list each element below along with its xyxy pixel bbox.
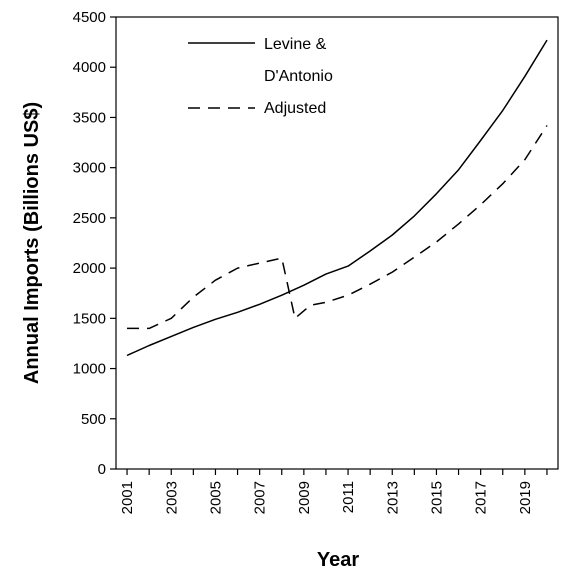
y-tick-label: 3500: [73, 109, 106, 126]
y-tick-label: 0: [98, 461, 106, 478]
plot-area: [115, 16, 559, 470]
series-line-adjusted: [127, 125, 548, 330]
x-tick-label: 2009: [296, 481, 313, 514]
legend-label-adjusted: Adjusted: [264, 100, 326, 117]
x-tick-label: 2015: [428, 481, 445, 514]
x-tick-label: 2005: [207, 481, 224, 514]
legend-label-levine-line2: D'Antonio: [264, 68, 333, 85]
x-tick-label: 2019: [517, 481, 534, 514]
legend: Levine & D'Antonio Adjusted: [188, 36, 333, 117]
x-tick-label: 2007: [252, 481, 269, 514]
x-axis-title: Year: [317, 549, 359, 571]
x-tick-label: 2013: [384, 481, 401, 514]
y-tick-label: 500: [81, 411, 106, 428]
x-tick-label: 2017: [473, 481, 490, 514]
y-tick-label: 4000: [73, 59, 106, 76]
y-tick-label: 1500: [73, 310, 106, 327]
x-axis-ticks: 2001 2003 2005 2007 2009 2011 2013 2015 2017 2019: [119, 469, 548, 514]
x-tick-label: 2011: [340, 481, 357, 513]
y-tick-label: 2000: [73, 260, 106, 277]
y-axis-title: Annual Imports (Billions US$): [21, 102, 43, 384]
series-line-levine-dantonio: [126, 39, 548, 357]
y-tick-label: 4500: [73, 9, 106, 26]
y-tick-label: 1000: [73, 361, 106, 378]
legend-label-levine-line1: Levine &: [264, 36, 327, 53]
y-tick-label: 2500: [73, 210, 106, 227]
x-tick-label: 2001: [119, 481, 136, 514]
plot-frame: [115, 16, 559, 470]
y-tick-label: 3000: [73, 160, 106, 177]
y-axis-ticks: 0 500 1000 1500 2000 2500 3000 3500 4000 4500: [73, 9, 116, 478]
x-tick-label: 2003: [163, 481, 180, 514]
